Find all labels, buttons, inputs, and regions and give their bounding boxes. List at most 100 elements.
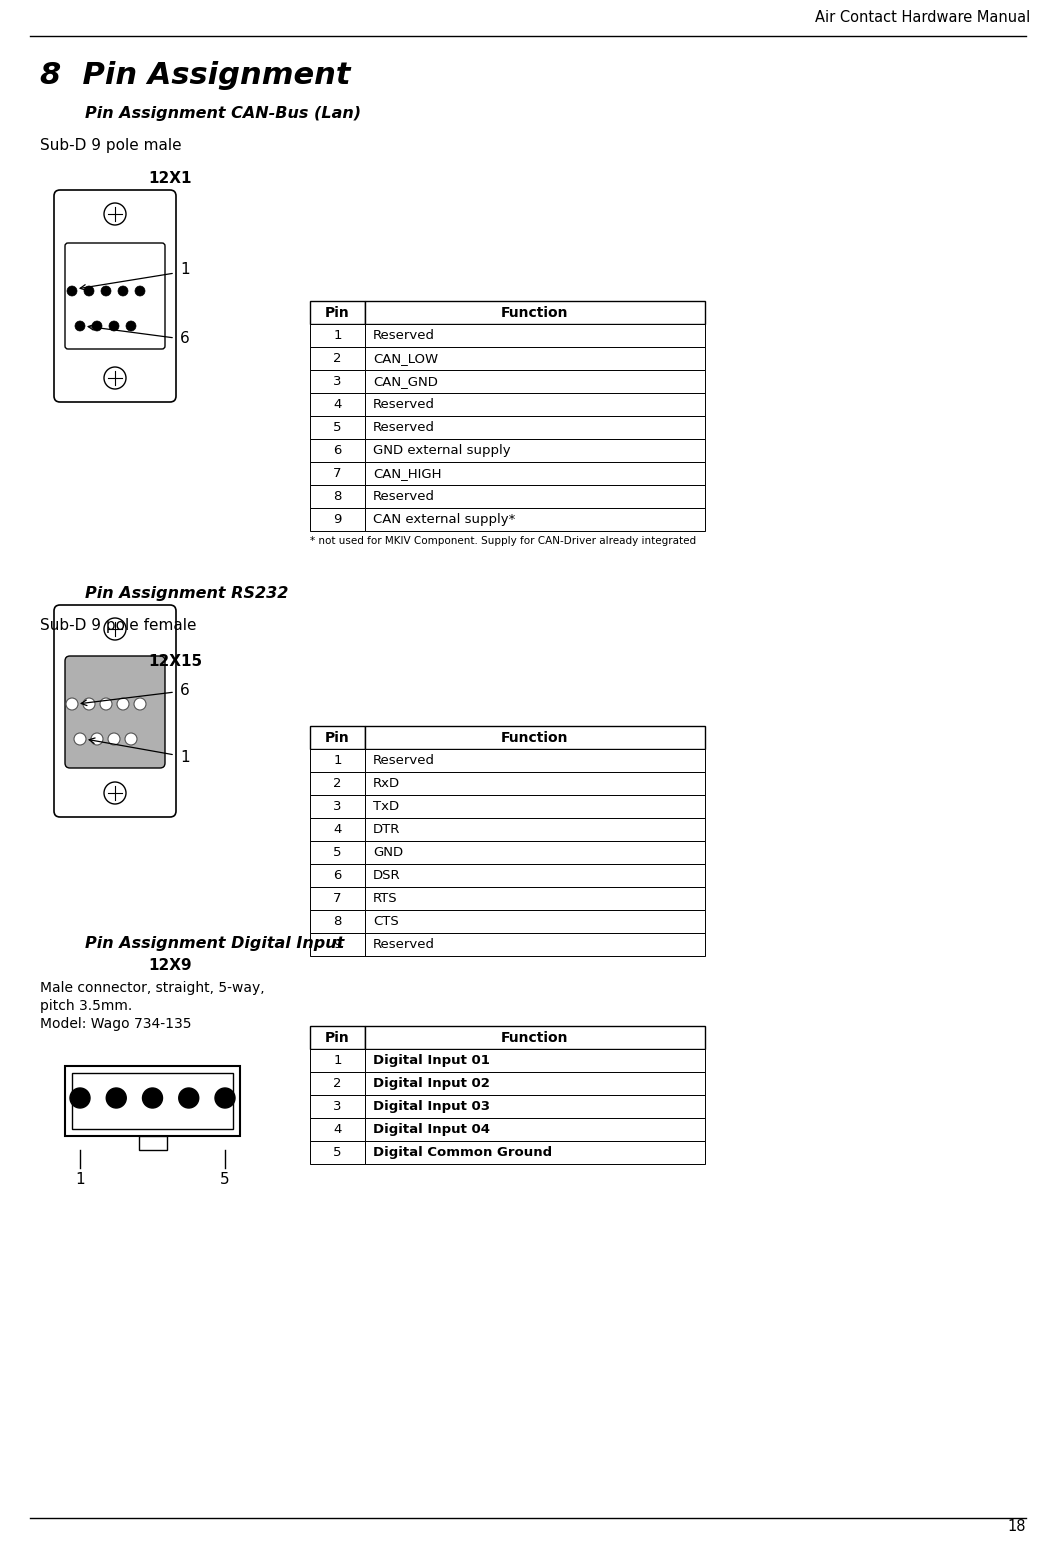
Bar (310, 748, 365, 772)
Circle shape (83, 699, 95, 710)
Bar (365, 910, 705, 934)
Bar (310, 887, 365, 910)
Text: 3: 3 (334, 375, 342, 387)
Text: Reserved: Reserved (373, 755, 435, 767)
Bar (365, 394, 705, 415)
Text: 1: 1 (180, 750, 190, 764)
Bar (310, 910, 365, 934)
Bar (365, 887, 705, 910)
Text: 4: 4 (334, 398, 342, 411)
Text: 5: 5 (334, 846, 342, 859)
Text: 8: 8 (334, 490, 342, 503)
Circle shape (103, 202, 126, 226)
Bar (365, 1072, 705, 1095)
Circle shape (178, 1088, 199, 1108)
FancyBboxPatch shape (54, 190, 176, 401)
Text: Pin Assignment Digital Input: Pin Assignment Digital Input (84, 937, 344, 951)
Text: Sub-D 9 pole female: Sub-D 9 pole female (40, 618, 196, 633)
Text: Digital Input 02: Digital Input 02 (373, 1077, 490, 1091)
Text: GND external supply: GND external supply (373, 443, 511, 457)
Text: DTR: DTR (373, 823, 400, 836)
Text: 12X1: 12X1 (148, 171, 191, 187)
Bar (310, 394, 365, 415)
Text: 1: 1 (334, 755, 342, 767)
Text: Digital Common Ground: Digital Common Ground (373, 1147, 552, 1159)
Bar (310, 1141, 365, 1164)
Circle shape (101, 286, 111, 296)
Text: Model: Wago 734-135: Model: Wago 734-135 (40, 1018, 191, 1032)
Bar (365, 300, 705, 324)
Bar (310, 727, 365, 748)
Circle shape (74, 733, 86, 745)
Bar (365, 864, 705, 887)
Text: 1: 1 (180, 261, 190, 277)
Text: 2: 2 (334, 352, 342, 366)
Text: * not used for MKIV Component. Supply for CAN-Driver already integrated: * not used for MKIV Component. Supply fo… (310, 535, 696, 546)
Bar (365, 507, 705, 531)
Bar (365, 1025, 705, 1049)
Text: 4: 4 (334, 823, 342, 836)
Text: 8  Pin Assignment: 8 Pin Assignment (40, 61, 351, 90)
Bar (310, 415, 365, 439)
Bar (365, 727, 705, 748)
Text: Digital Input 04: Digital Input 04 (373, 1123, 490, 1136)
Circle shape (134, 699, 146, 710)
Circle shape (91, 733, 103, 745)
Bar (310, 485, 365, 507)
Circle shape (84, 286, 94, 296)
Circle shape (100, 699, 112, 710)
Bar (365, 485, 705, 507)
Bar (365, 324, 705, 347)
Bar (65, 1066, 240, 1136)
Text: CAN_LOW: CAN_LOW (373, 352, 438, 366)
Text: Reserved: Reserved (373, 490, 435, 503)
Bar (310, 439, 365, 462)
Text: Function: Function (502, 1030, 569, 1044)
Bar (365, 1119, 705, 1141)
Text: 5: 5 (334, 1147, 342, 1159)
Text: 2: 2 (334, 1077, 342, 1091)
Text: Reserved: Reserved (373, 398, 435, 411)
Bar (310, 1049, 365, 1072)
Text: 6: 6 (334, 443, 342, 457)
Bar (310, 1025, 365, 1049)
Bar (310, 772, 365, 795)
Bar (365, 748, 705, 772)
Circle shape (118, 286, 128, 296)
Text: Function: Function (502, 305, 569, 319)
Text: 3: 3 (334, 1100, 342, 1113)
Text: 3: 3 (334, 800, 342, 812)
Text: Male connector, straight, 5-way,: Male connector, straight, 5-way, (40, 980, 265, 994)
Circle shape (126, 321, 136, 331)
FancyBboxPatch shape (65, 243, 165, 349)
Text: 8: 8 (334, 915, 342, 927)
Text: 4: 4 (334, 1123, 342, 1136)
Circle shape (103, 618, 126, 640)
Bar (365, 1095, 705, 1119)
Text: TxD: TxD (373, 800, 399, 812)
Bar (310, 324, 365, 347)
Circle shape (109, 321, 119, 331)
Text: Pin: Pin (325, 1030, 350, 1044)
Text: 5: 5 (221, 1172, 230, 1187)
Text: Pin: Pin (325, 730, 350, 744)
Bar (310, 1072, 365, 1095)
Bar (310, 795, 365, 818)
Text: CAN_GND: CAN_GND (373, 375, 438, 387)
Text: 5: 5 (334, 422, 342, 434)
Circle shape (67, 286, 77, 296)
Bar (72, 1074, 233, 1130)
Bar (365, 1141, 705, 1164)
Bar (365, 772, 705, 795)
Bar (365, 462, 705, 485)
Bar (310, 1119, 365, 1141)
Bar (365, 370, 705, 394)
Text: 12X15: 12X15 (148, 654, 202, 669)
Bar (365, 818, 705, 840)
Bar (310, 1095, 365, 1119)
Text: Pin Assignment CAN-Bus (Lan): Pin Assignment CAN-Bus (Lan) (84, 106, 361, 121)
FancyBboxPatch shape (54, 605, 176, 817)
Text: 6: 6 (180, 330, 190, 345)
Text: 9: 9 (334, 938, 342, 951)
Text: Air Contact Hardware Manual: Air Contact Hardware Manual (815, 9, 1030, 25)
